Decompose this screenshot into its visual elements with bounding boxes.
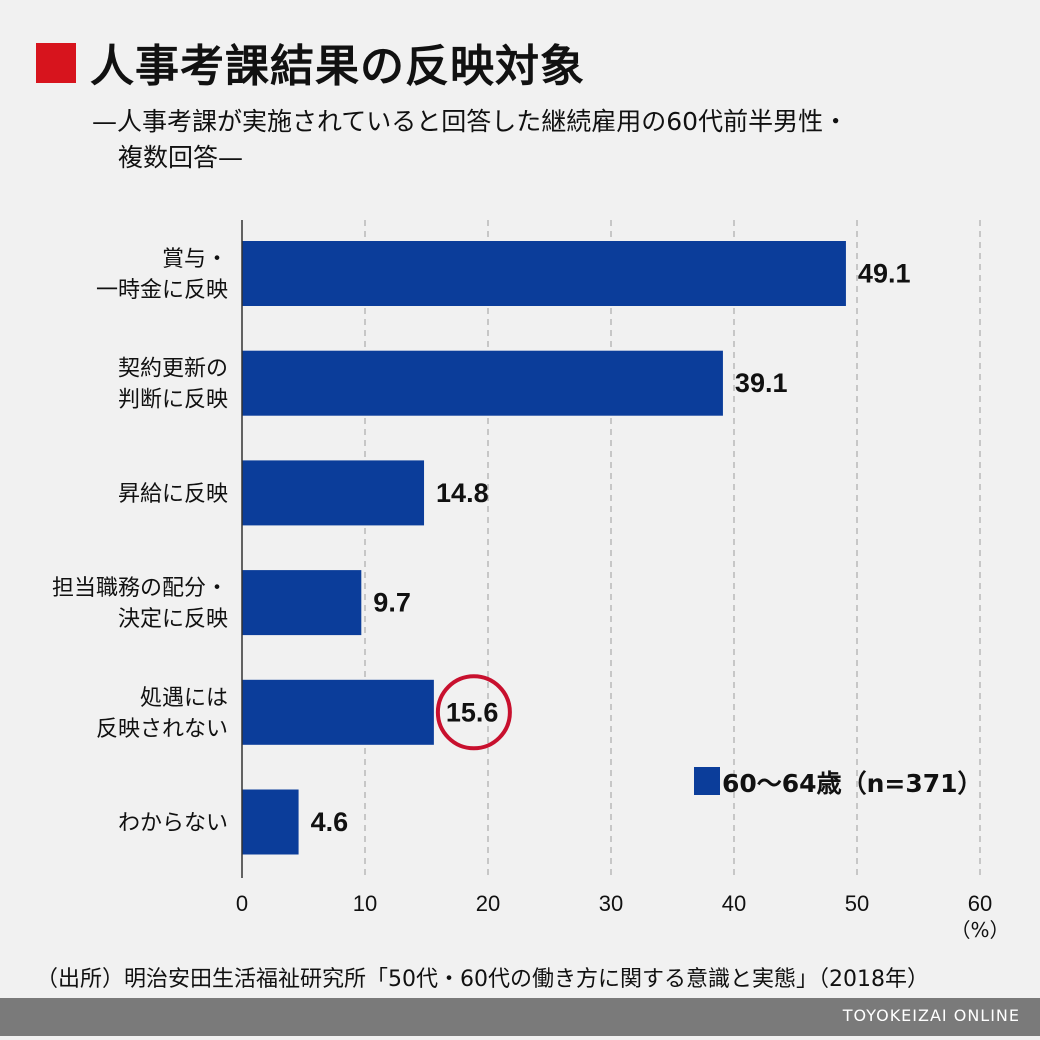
chart-subtitle: —人事考課が実施されていると回答した継続雇用の60代前半男性・ 複数回答— xyxy=(92,104,1022,176)
category-label: 反映されない xyxy=(96,717,228,742)
legend-swatch xyxy=(694,767,720,795)
value-label: 39.1 xyxy=(735,368,788,398)
category-label: 契約更新の xyxy=(118,357,228,382)
bar xyxy=(242,460,425,526)
category-label: 昇給に反映 xyxy=(118,482,228,507)
bar xyxy=(242,789,299,855)
bar xyxy=(242,570,362,636)
x-tick-label: 10 xyxy=(353,891,377,916)
value-label: 9.7 xyxy=(373,588,411,618)
x-unit-label: （%） xyxy=(950,918,1009,942)
x-tick-label: 50 xyxy=(845,891,869,916)
category-label: 一時金に反映 xyxy=(96,278,228,303)
chart-title: 人事考課結果の反映対象 xyxy=(90,41,585,92)
category-label: 賞与・ xyxy=(162,247,228,272)
subtitle-line-2: 複数回答— xyxy=(118,143,244,172)
value-label: 15.6 xyxy=(446,697,499,727)
title-marker xyxy=(36,43,76,83)
bar xyxy=(242,241,846,306)
value-label: 4.6 xyxy=(311,807,349,837)
category-label: わからない xyxy=(118,811,228,836)
value-label: 49.1 xyxy=(858,259,911,289)
value-label: 14.8 xyxy=(436,478,489,508)
legend-label: 60〜64歳（n=371） xyxy=(722,769,983,798)
x-tick-label: 40 xyxy=(722,891,746,916)
x-tick-label: 20 xyxy=(476,891,500,916)
category-label: 担当職務の配分・ xyxy=(52,576,228,601)
category-label: 判断に反映 xyxy=(118,388,228,413)
bar xyxy=(242,679,434,745)
brand-bar: TOYOKEIZAI ONLINE xyxy=(0,998,1040,1036)
x-tick-label: 30 xyxy=(599,891,623,916)
brand-label: TOYOKEIZAI ONLINE xyxy=(842,1006,1020,1025)
highlight-circle xyxy=(435,674,512,751)
x-tick-label: 0 xyxy=(236,891,248,916)
subtitle-line-1: —人事考課が実施されていると回答した継続雇用の60代前半男性・ xyxy=(92,107,849,136)
source-note: （出所）明治安田生活福祉研究所「50代・60代の働き方に関する意識と実態」（20… xyxy=(36,967,929,992)
category-label: 処遇には xyxy=(140,686,228,711)
category-label: 決定に反映 xyxy=(118,607,228,632)
x-tick-label: 60 xyxy=(968,891,992,916)
bar xyxy=(242,350,723,416)
